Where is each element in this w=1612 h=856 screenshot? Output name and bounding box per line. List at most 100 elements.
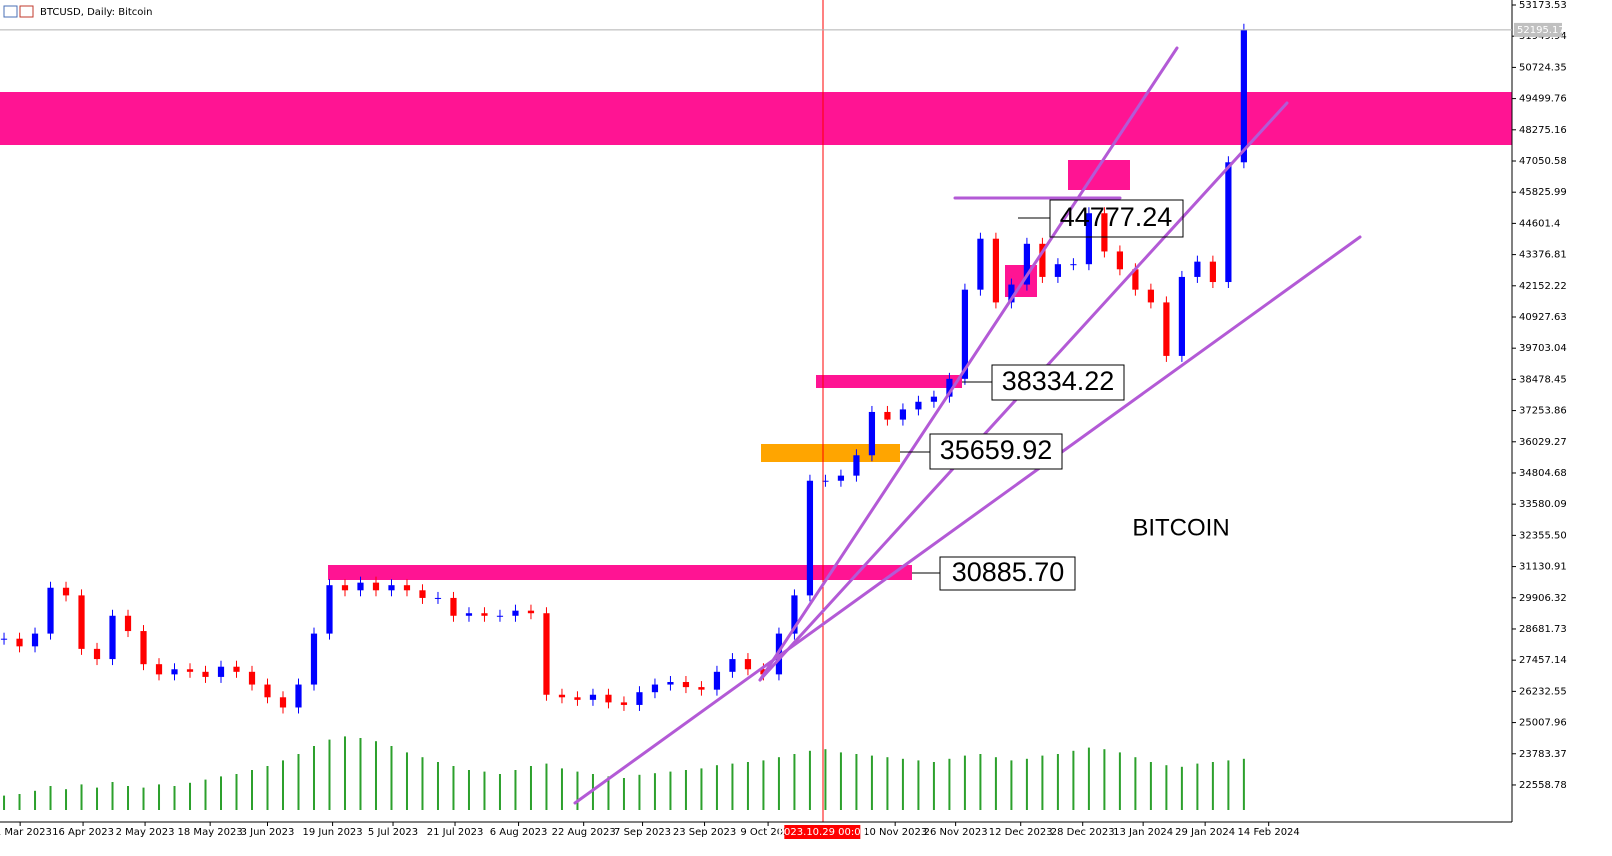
candle-body <box>1101 213 1108 252</box>
level-bar <box>761 444 900 462</box>
cursor-label: 2023.10.29 00:00 <box>778 827 867 838</box>
level-bar <box>328 565 912 580</box>
volume-bar <box>405 752 408 810</box>
icon <box>3 5 18 18</box>
candle-body <box>899 409 907 420</box>
y-tick-label: 53173.53 <box>1519 0 1567 11</box>
y-tick-label: 47050.58 <box>1519 156 1567 167</box>
candle-body <box>915 401 922 410</box>
y-tick-label: 27457.14 <box>1519 655 1567 666</box>
y-tick-label: 45825.99 <box>1519 187 1567 198</box>
x-tick-label: 14 Feb 2024 <box>1238 827 1300 838</box>
volume-bar <box>638 774 641 810</box>
chart-title: BTCUSD, Daily: Bitcoin <box>40 7 153 18</box>
volume-bar <box>1041 755 1044 810</box>
volume-bar <box>994 757 997 810</box>
volume-bar <box>529 766 532 810</box>
volume-bar <box>359 738 362 810</box>
volume-bar <box>545 763 548 810</box>
volume-bar <box>436 762 439 810</box>
x-tick-label: 16 Apr 2023 <box>52 827 114 838</box>
candle-body <box>217 666 225 677</box>
candle-body <box>636 692 643 705</box>
current-price-label: 52195.17 <box>1517 25 1565 36</box>
candle-body <box>202 671 209 677</box>
candle-body <box>791 595 798 634</box>
y-tick-label: 25007.96 <box>1519 718 1567 729</box>
volume-bar <box>607 776 610 810</box>
volume-bar <box>669 771 672 810</box>
x-tick-label: 12 Dec 2023 <box>989 827 1053 838</box>
candle-body <box>264 684 271 698</box>
volume-bar <box>483 771 486 810</box>
x-tick-label: 22 Aug 2023 <box>552 827 616 838</box>
y-tick-label: 50724.35 <box>1519 62 1567 73</box>
candle-body <box>527 610 535 614</box>
candle-body <box>1147 289 1154 303</box>
trendline <box>758 46 1179 682</box>
volume-bar <box>855 754 858 810</box>
y-tick-label: 31130.91 <box>1519 562 1567 573</box>
candle-body <box>589 694 597 700</box>
volume-bar <box>793 754 796 810</box>
candle-body <box>667 682 674 685</box>
candle-body <box>992 238 1000 303</box>
volume-bar <box>591 774 594 810</box>
volume-bar <box>281 760 284 810</box>
volume-bar <box>762 760 765 810</box>
level-bar <box>816 375 962 388</box>
candle-body <box>357 582 364 591</box>
candle-body <box>155 664 163 675</box>
x-tick-label: 2 May 2023 <box>116 827 175 838</box>
volume-bar <box>343 736 346 810</box>
candles <box>0 23 1247 810</box>
volume-bar <box>963 755 966 810</box>
volume-bar <box>901 758 904 810</box>
y-tick-label: 48275.16 <box>1519 125 1567 136</box>
candle-body <box>233 666 240 672</box>
volume-bar <box>328 739 331 810</box>
candle-body <box>1116 251 1123 270</box>
drawings: 44777.24 38334.22 35659.92 30885.70 BITC… <box>573 0 1362 822</box>
candle-body <box>450 597 457 616</box>
volume-bar <box>49 786 52 810</box>
volume-bar <box>65 789 68 810</box>
y-tick-label: 42152.22 <box>1519 281 1567 292</box>
y-tick-label: 29906.32 <box>1519 593 1567 604</box>
candle-body <box>326 585 333 634</box>
volume-bar <box>142 787 145 810</box>
candle-body <box>729 659 736 672</box>
price-annotation: 38334.22 <box>1002 366 1115 396</box>
candle-body <box>543 613 550 695</box>
volume-bar <box>1072 750 1075 810</box>
chart-label: BITCOIN <box>1132 514 1229 541</box>
volume-bar <box>80 784 83 810</box>
candle-body <box>1039 243 1046 277</box>
candle-body <box>682 682 690 688</box>
candle-body <box>140 631 147 665</box>
volume-bar <box>18 794 21 810</box>
candle-body <box>388 585 395 591</box>
volume-bar <box>622 778 625 810</box>
candle-body <box>1085 213 1092 265</box>
price-annotation: 35659.92 <box>940 435 1053 465</box>
volume-bar <box>111 782 114 810</box>
candle-body <box>760 669 767 675</box>
volume-bar <box>1118 752 1121 810</box>
candle-body <box>868 411 876 456</box>
volume-bar <box>979 754 982 810</box>
candle-body <box>295 684 302 708</box>
candle-body <box>1008 284 1015 303</box>
volume-bar <box>127 786 130 810</box>
volume-bar <box>746 762 749 810</box>
candle-body <box>605 694 612 703</box>
candle-body <box>481 613 488 616</box>
candle-body <box>837 475 845 481</box>
volume-bar <box>514 770 517 810</box>
candle-body <box>1054 264 1062 277</box>
x-tick-label: 29 Jan 2024 <box>1175 827 1235 838</box>
candle-body <box>341 585 349 591</box>
resistance-zone <box>0 92 1512 145</box>
candle-body <box>93 648 101 660</box>
